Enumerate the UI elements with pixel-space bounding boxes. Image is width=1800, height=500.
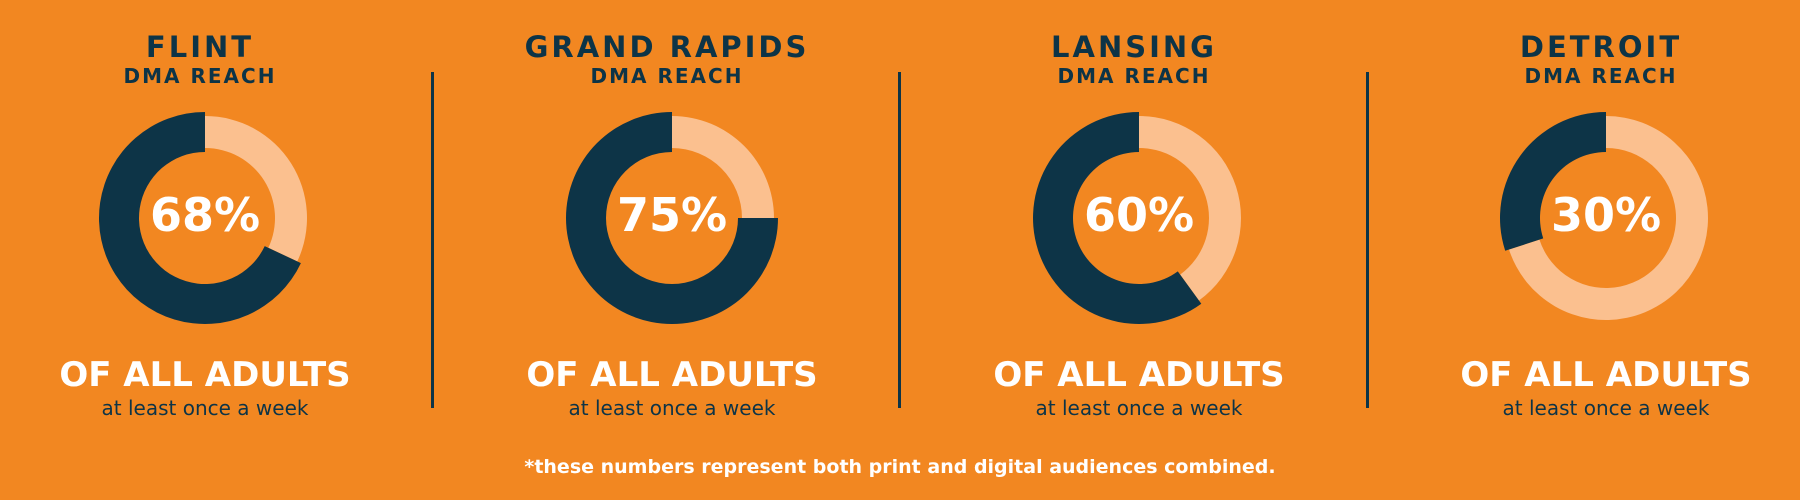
donut-reach-segment <box>1033 112 1202 324</box>
panel-lansing: LANSING DMA REACH 60% OF ALL ADULTS at l… <box>934 0 1334 440</box>
donut-value-label: 68% <box>149 188 261 242</box>
panel-title: DETROIT <box>1519 30 1683 64</box>
panel-detroit: DETROIT DMA REACH 30% OF ALL ADULTS at l… <box>1401 0 1800 440</box>
panel-divider <box>898 72 901 408</box>
footnote: *these numbers represent both print and … <box>524 456 1276 478</box>
panel-flint: FLINT DMA REACH 68% OF ALL ADULTS at lea… <box>0 0 400 440</box>
panel-subtitle: DMA REACH <box>590 64 744 88</box>
frequency-caption: at least once a week <box>1035 396 1243 420</box>
donut-reach-segment <box>1500 112 1606 251</box>
donut-reach-segment <box>98 112 301 324</box>
donut-value-label: 75% <box>616 188 728 242</box>
donut-chart <box>1033 112 1241 324</box>
panel-divider <box>1366 72 1369 408</box>
audience-headline: OF ALL ADULTS <box>1460 355 1752 395</box>
donut-chart <box>98 112 307 324</box>
donut-chart <box>1500 112 1708 320</box>
panel-divider <box>431 72 434 408</box>
panel-subtitle: DMA REACH <box>123 64 277 88</box>
panel-grand-rapids: GRAND RAPIDS DMA REACH 75% OF ALL ADULTS… <box>467 0 867 440</box>
donut-reach-segment <box>566 112 778 324</box>
audience-headline: OF ALL ADULTS <box>993 355 1285 395</box>
frequency-caption: at least once a week <box>1502 396 1710 420</box>
audience-headline: OF ALL ADULTS <box>526 355 818 395</box>
donut-value-label: 30% <box>1550 188 1662 242</box>
panel-title: GRAND RAPIDS <box>524 30 810 64</box>
audience-headline: OF ALL ADULTS <box>59 355 351 395</box>
donut-remainder-segment <box>1508 116 1708 320</box>
frequency-caption: at least once a week <box>568 396 776 420</box>
donut-remainder-segment <box>205 116 307 262</box>
panel-subtitle: DMA REACH <box>1057 64 1211 88</box>
panel-subtitle: DMA REACH <box>1524 64 1678 88</box>
frequency-caption: at least once a week <box>101 396 309 420</box>
donut-remainder-segment <box>1139 116 1241 301</box>
panel-title: LANSING <box>1051 30 1217 64</box>
donut-remainder-segment <box>672 116 774 218</box>
panel-title: FLINT <box>145 30 255 64</box>
donut-chart <box>566 112 778 324</box>
donut-value-label: 60% <box>1083 188 1195 242</box>
